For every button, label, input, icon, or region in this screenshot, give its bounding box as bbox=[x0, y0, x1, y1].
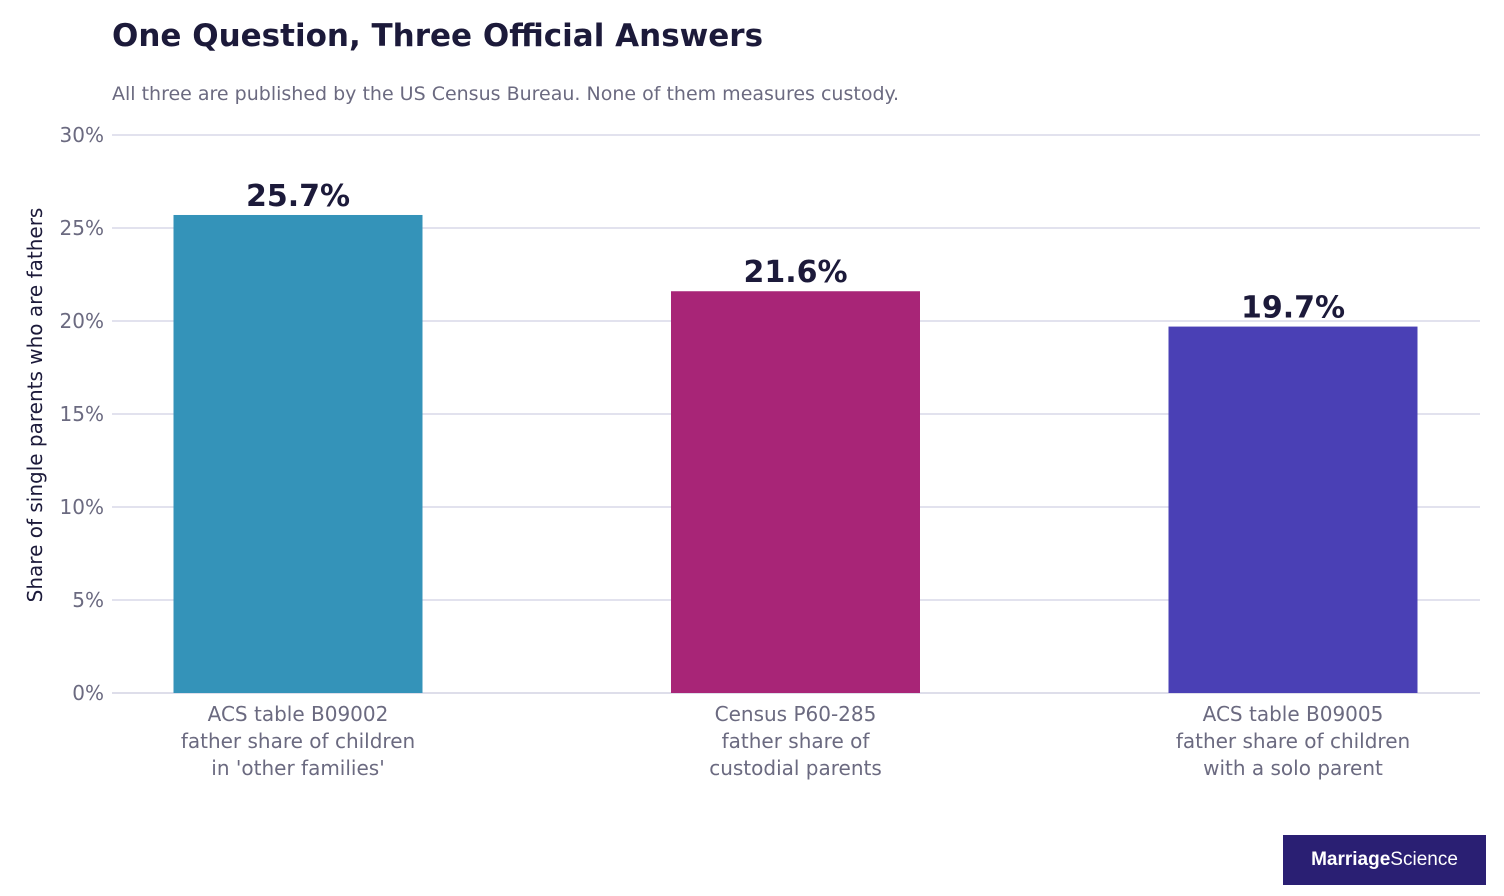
y-axis-ticks: 0% 5% 10% 15% 20% 25% 30% bbox=[60, 123, 104, 705]
category-label: Census P60-285 bbox=[715, 702, 877, 726]
value-label-2: 21.6% bbox=[743, 255, 847, 290]
value-label-3: 19.7% bbox=[1241, 291, 1345, 326]
y-tick-label: 25% bbox=[60, 216, 104, 240]
y-tick-label: 10% bbox=[60, 495, 104, 519]
category-label: custodial parents bbox=[709, 756, 882, 780]
category-labels: ACS table B09002 father share of children… bbox=[181, 702, 1410, 780]
category-label: father share of children bbox=[1176, 729, 1410, 753]
y-tick-label: 5% bbox=[72, 588, 104, 612]
category-label: father share of bbox=[722, 729, 871, 753]
bar-1 bbox=[173, 214, 423, 694]
y-tick-label: 30% bbox=[60, 123, 104, 147]
value-label-1: 25.7% bbox=[246, 179, 350, 214]
category-label: father share of children bbox=[181, 729, 415, 753]
category-label: with a solo parent bbox=[1203, 756, 1383, 780]
brand-logo-regular: Science bbox=[1390, 849, 1458, 870]
category-label: ACS table B09002 bbox=[208, 702, 389, 726]
y-axis-label: Share of single parents who are fathers bbox=[23, 208, 47, 603]
chart-subtitle: All three are published by the US Census… bbox=[112, 83, 900, 105]
y-tick-label: 0% bbox=[72, 681, 104, 705]
bars bbox=[173, 214, 1418, 694]
bar-2 bbox=[671, 291, 920, 693]
category-label: ACS table B09005 bbox=[1203, 702, 1384, 726]
brand-logo-bold: Marriage bbox=[1311, 849, 1391, 870]
bar-3 bbox=[1168, 326, 1418, 693]
brand-logo: Marriage Science bbox=[1283, 835, 1486, 885]
value-labels: 25.7% 21.6% 19.7% bbox=[246, 179, 1345, 326]
y-tick-label: 20% bbox=[60, 309, 104, 333]
category-label: in 'other families' bbox=[211, 756, 384, 780]
chart-title: One Question, Three Official Answers bbox=[112, 18, 764, 54]
y-tick-label: 15% bbox=[60, 402, 104, 426]
